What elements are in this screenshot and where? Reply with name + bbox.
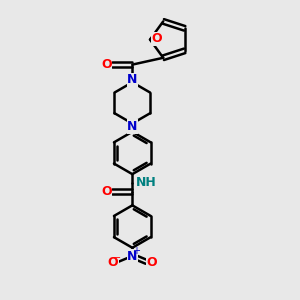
Text: N: N <box>127 120 137 133</box>
Text: NH: NH <box>136 176 157 189</box>
Text: N: N <box>127 250 137 262</box>
Text: O: O <box>151 32 162 45</box>
Text: O: O <box>146 256 157 269</box>
Text: −: − <box>113 253 121 263</box>
Text: O: O <box>101 58 112 71</box>
Text: O: O <box>108 256 118 269</box>
Text: N: N <box>127 74 137 86</box>
Text: +: + <box>132 246 140 256</box>
Text: O: O <box>101 185 112 198</box>
